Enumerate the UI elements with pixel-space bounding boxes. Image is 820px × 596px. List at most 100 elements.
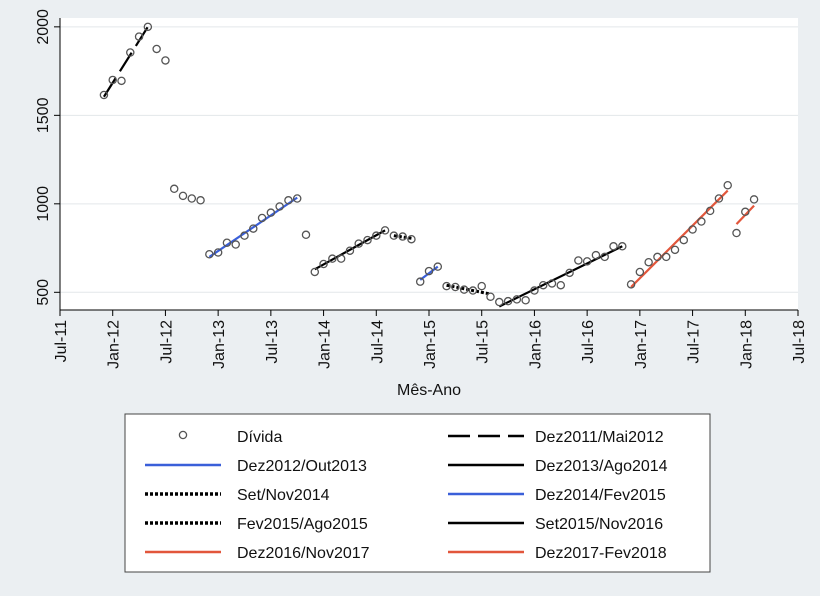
series-line <box>102 26 149 98</box>
series-line <box>393 234 412 240</box>
x-axis-title: Mês-Ano <box>397 382 461 399</box>
x-tick-label: Jul-11 <box>53 320 70 362</box>
x-tick-label: Jan-12 <box>106 320 123 369</box>
debt-point <box>266 208 276 217</box>
debt-point <box>618 242 627 251</box>
legend-box <box>124 413 711 573</box>
debt-point <box>99 90 109 100</box>
debt-point <box>354 239 363 248</box>
legend-label: Dez2012/Out2013 <box>237 458 367 475</box>
debt-point <box>547 279 557 288</box>
legend: Dívida Dez2011/Mai2012 Dez2012/Out2013 Dez2… <box>124 413 711 573</box>
axes: 500 1000 1500 2000 Jul-11 Jan-12 Jul-12 Jan-13 J… <box>35 9 808 369</box>
debt-point <box>477 281 486 291</box>
y-tick-label: 500 <box>35 279 52 306</box>
debt-point <box>196 196 205 205</box>
debt-point <box>635 267 645 277</box>
legend-label: Set2015/Nov2016 <box>535 516 663 533</box>
x-tick-label: Jan-15 <box>422 320 439 369</box>
plot-area <box>60 18 798 310</box>
debt-point <box>169 184 179 194</box>
debt-point <box>389 231 399 240</box>
x-tick-label: Jul-13 <box>264 320 281 364</box>
debt-point <box>249 224 258 233</box>
debt-point <box>626 280 636 289</box>
debt-point <box>213 248 223 257</box>
legend-label: Dez2016/Nov2017 <box>237 545 370 562</box>
y-tick-label: 2000 <box>35 9 52 45</box>
debt-point <box>372 231 381 240</box>
x-tick-label: Jan-14 <box>317 320 334 369</box>
debt-point <box>644 257 653 267</box>
debt-point <box>415 277 425 286</box>
legend-label: Dez2017-Fev2018 <box>535 545 667 562</box>
debt-point <box>301 230 311 240</box>
debt-point <box>134 32 144 41</box>
debt-point <box>503 296 513 306</box>
x-tick-label: Jan-16 <box>527 320 544 369</box>
debt-point <box>117 76 126 86</box>
debt-point <box>600 252 609 262</box>
debt-point <box>319 259 328 269</box>
debt-point <box>380 226 390 235</box>
debt-point <box>310 267 320 277</box>
legend-label: Set/Nov2014 <box>237 487 330 504</box>
debt-point <box>451 282 460 292</box>
debt-point <box>741 207 750 217</box>
debt-point <box>143 22 153 32</box>
debt-point <box>574 256 583 265</box>
debt-point <box>284 196 293 205</box>
debt-point <box>336 254 346 263</box>
debt-point <box>152 44 161 54</box>
debt-point <box>714 194 724 203</box>
grid <box>60 26 798 293</box>
debt-point <box>231 240 240 249</box>
debt-point <box>670 245 680 255</box>
legend-label: Dez2013/Ago2014 <box>535 458 668 475</box>
x-tick-label: Jul-17 <box>686 320 703 364</box>
debt-point <box>679 235 689 245</box>
debt-point <box>126 48 135 57</box>
debt-point <box>582 257 592 266</box>
debt-points <box>99 22 759 307</box>
x-tick-label: Jan-13 <box>211 320 228 369</box>
y-tick-label: 1500 <box>35 97 52 133</box>
debt-point <box>398 232 407 241</box>
x-tick-label: Jan-18 <box>738 320 755 369</box>
debt-point <box>187 194 197 203</box>
debt-point <box>275 202 284 211</box>
debt-point <box>205 250 214 259</box>
y-tick-label: 1000 <box>35 186 52 222</box>
debt-point <box>697 217 706 226</box>
debt-point <box>512 295 522 304</box>
debt-point <box>538 280 548 290</box>
legend-label: Dez2014/Fev2015 <box>535 487 666 504</box>
series-line <box>446 283 491 296</box>
debt-point <box>161 56 170 65</box>
x-tick-label: Jul-14 <box>369 320 386 364</box>
series-line <box>630 189 729 288</box>
debt-point <box>495 297 504 307</box>
debt-point <box>653 252 662 262</box>
debt-point <box>530 286 539 295</box>
debt-point <box>178 191 188 201</box>
debt-point <box>609 242 618 251</box>
legend-label: Fev2015/Ago2015 <box>237 516 368 533</box>
x-tick-label: Jul-12 <box>158 320 175 364</box>
debt-point <box>363 235 372 245</box>
debt-point <box>556 280 566 290</box>
x-tick-label: Jul-16 <box>580 320 597 364</box>
debt-point <box>723 180 732 190</box>
debt-point <box>292 194 302 203</box>
legend-label: Dez2011/Mai2012 <box>535 429 664 446</box>
debt-point <box>661 252 671 262</box>
debt-point <box>108 75 117 85</box>
debt-point <box>459 285 469 294</box>
debt-point <box>705 206 715 216</box>
x-tick-label: Jan-17 <box>633 320 650 369</box>
legend-label: Dívida <box>237 429 282 446</box>
debt-point <box>345 246 355 255</box>
debt-point <box>424 266 434 276</box>
debt-point <box>240 231 249 240</box>
